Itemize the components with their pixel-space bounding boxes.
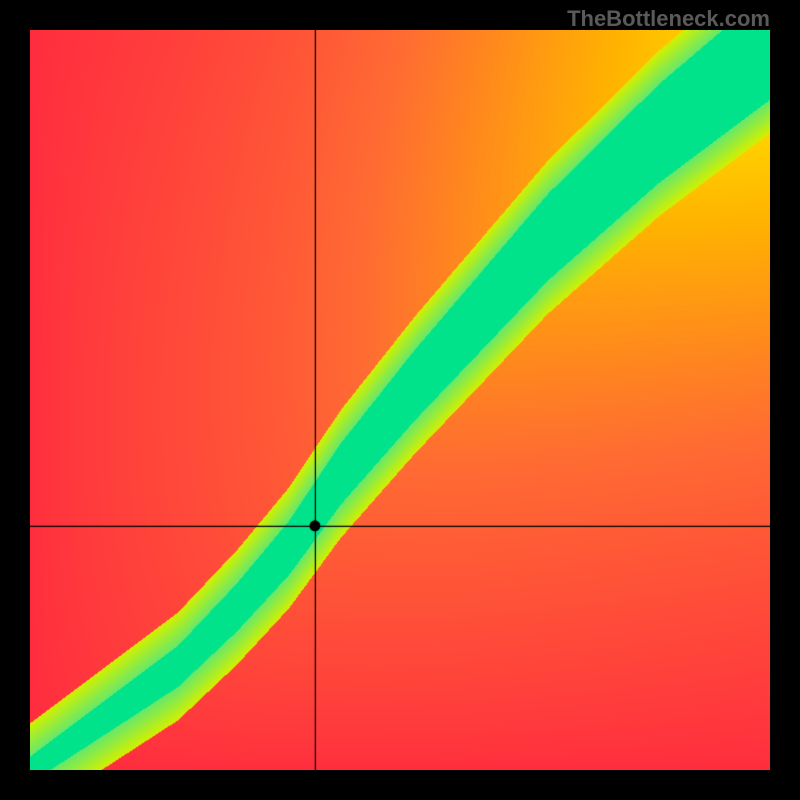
heatmap-canvas [30, 30, 770, 770]
heatmap-plot [30, 30, 770, 770]
watermark-label: TheBottleneck.com [567, 6, 770, 32]
